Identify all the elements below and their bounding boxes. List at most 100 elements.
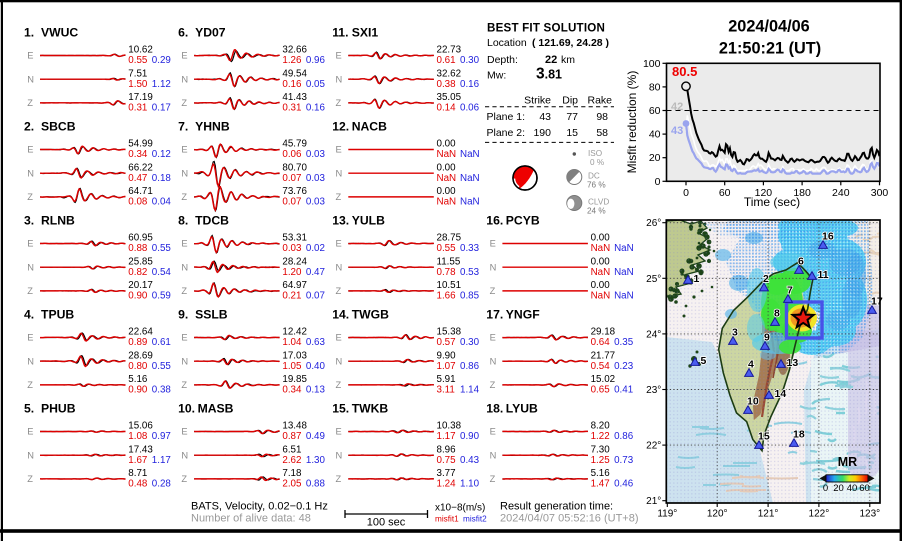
svg-text:21.77: 21.77 xyxy=(591,350,616,361)
svg-text:25.85: 25.85 xyxy=(128,256,153,267)
svg-text:3.11: 3.11 xyxy=(437,385,455,396)
svg-text:NaN: NaN xyxy=(460,173,480,184)
svg-text:32.62: 32.62 xyxy=(437,68,462,79)
svg-text:NaN: NaN xyxy=(437,149,457,160)
svg-text:1.10: 1.10 xyxy=(460,479,480,490)
svg-text:NaN: NaN xyxy=(591,267,611,278)
svg-text:0.64: 0.64 xyxy=(591,337,611,348)
svg-text:58: 58 xyxy=(596,127,608,139)
svg-text:E: E xyxy=(336,239,342,249)
svg-text:E: E xyxy=(27,51,33,61)
svg-text:LYUB: LYUB xyxy=(506,401,538,415)
svg-text:0.55: 0.55 xyxy=(152,243,172,254)
svg-text:YHNB: YHNB xyxy=(195,119,230,133)
svg-text:1.17: 1.17 xyxy=(437,431,456,442)
svg-text:0.03: 0.03 xyxy=(306,197,326,208)
svg-text:54.99: 54.99 xyxy=(128,139,153,150)
svg-text:15.02: 15.02 xyxy=(591,374,616,385)
svg-text:Plane 2:: Plane 2: xyxy=(487,127,526,139)
svg-text:45.79: 45.79 xyxy=(282,139,307,150)
svg-text:123°: 123° xyxy=(859,509,880,520)
svg-text:8.: 8. xyxy=(178,213,188,227)
svg-text:TDCB: TDCB xyxy=(195,213,229,227)
svg-text:16: 16 xyxy=(822,231,834,243)
svg-text:0.13: 0.13 xyxy=(306,385,326,396)
svg-text:0.90: 0.90 xyxy=(128,291,148,302)
svg-text:1.66: 1.66 xyxy=(437,291,457,302)
svg-text:21°: 21° xyxy=(646,496,661,507)
svg-text:misfit1: misfit1 xyxy=(435,515,459,524)
svg-text:0.46: 0.46 xyxy=(614,479,634,490)
svg-text:15: 15 xyxy=(566,127,578,139)
svg-text:1.12: 1.12 xyxy=(152,79,171,90)
svg-text:YD07: YD07 xyxy=(195,25,226,39)
svg-text:N: N xyxy=(27,168,34,178)
svg-text:N: N xyxy=(490,356,497,366)
svg-text:NaN: NaN xyxy=(460,197,480,208)
svg-text:17: 17 xyxy=(871,296,883,308)
svg-text:0.89: 0.89 xyxy=(128,337,147,348)
svg-text:22°: 22° xyxy=(646,441,661,452)
svg-text:53.31: 53.31 xyxy=(282,233,307,244)
svg-text:0.30: 0.30 xyxy=(460,55,480,66)
svg-text:32.66: 32.66 xyxy=(282,45,307,56)
svg-text:13.48: 13.48 xyxy=(282,421,307,432)
svg-text:E: E xyxy=(490,239,496,249)
svg-text:0.55: 0.55 xyxy=(152,361,172,372)
svg-text:0.00: 0.00 xyxy=(591,233,611,244)
svg-text:10: 10 xyxy=(747,396,759,408)
svg-text:10.62: 10.62 xyxy=(128,45,153,56)
svg-text:24 %: 24 % xyxy=(587,207,606,216)
svg-text:0.53: 0.53 xyxy=(460,267,480,278)
svg-text:BEST FIT SOLUTION: BEST FIT SOLUTION xyxy=(487,21,605,34)
svg-text:5: 5 xyxy=(701,355,707,367)
svg-text:1.07: 1.07 xyxy=(437,361,456,372)
svg-text:DC: DC xyxy=(588,172,600,181)
svg-text:1.26: 1.26 xyxy=(282,55,302,66)
svg-text:17.03: 17.03 xyxy=(282,350,307,361)
svg-text:Dip: Dip xyxy=(562,94,578,106)
svg-text:Plane 1:: Plane 1: xyxy=(487,111,526,123)
svg-text:0.47: 0.47 xyxy=(128,173,147,184)
svg-text:E: E xyxy=(336,333,342,343)
svg-text:E: E xyxy=(336,51,342,61)
svg-text:0.00: 0.00 xyxy=(437,186,457,197)
svg-text:CLVD: CLVD xyxy=(588,198,609,207)
svg-text:17.19: 17.19 xyxy=(128,92,153,103)
svg-text:9: 9 xyxy=(764,332,770,344)
svg-text:0: 0 xyxy=(683,187,689,199)
svg-text:0.07: 0.07 xyxy=(306,291,325,302)
svg-text:N: N xyxy=(181,74,188,84)
svg-text:28.75: 28.75 xyxy=(437,233,462,244)
svg-text:0.06: 0.06 xyxy=(282,149,302,160)
svg-text:0.90: 0.90 xyxy=(460,431,480,442)
svg-text:1.14: 1.14 xyxy=(460,385,480,396)
svg-text:Time (sec): Time (sec) xyxy=(744,195,800,209)
svg-text:1.05: 1.05 xyxy=(282,361,302,372)
svg-text:2.05: 2.05 xyxy=(282,479,302,490)
svg-text:0.38: 0.38 xyxy=(152,385,172,396)
svg-text:14.: 14. xyxy=(332,307,349,321)
svg-text:73.76: 73.76 xyxy=(282,186,307,197)
svg-text:1.: 1. xyxy=(24,25,34,39)
svg-text:11: 11 xyxy=(818,269,829,281)
svg-text:119°: 119° xyxy=(657,509,677,520)
svg-text:0.18: 0.18 xyxy=(152,173,172,184)
svg-text:8.71: 8.71 xyxy=(128,468,147,479)
svg-text:Strike: Strike xyxy=(524,94,551,106)
svg-text:0.00: 0.00 xyxy=(591,256,611,267)
svg-text:16.: 16. xyxy=(486,213,503,227)
svg-text:VWUC: VWUC xyxy=(41,25,78,39)
svg-text:N: N xyxy=(336,356,343,366)
svg-text:0.96: 0.96 xyxy=(306,55,326,66)
svg-text:17.: 17. xyxy=(486,307,503,321)
svg-text:0.12: 0.12 xyxy=(152,149,171,160)
svg-text:15.38: 15.38 xyxy=(437,327,462,338)
svg-text:0.40: 0.40 xyxy=(306,361,326,372)
svg-text:E: E xyxy=(27,333,33,343)
svg-text:Z: Z xyxy=(27,380,33,390)
svg-text:N: N xyxy=(336,74,343,84)
svg-text:Z: Z xyxy=(27,98,33,108)
svg-text:7: 7 xyxy=(787,285,793,297)
svg-text:Z: Z xyxy=(336,474,342,484)
